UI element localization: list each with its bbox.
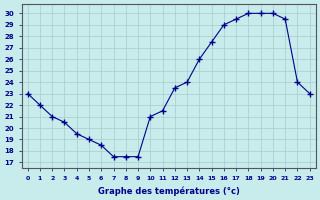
X-axis label: Graphe des températures (°c): Graphe des températures (°c): [98, 186, 240, 196]
